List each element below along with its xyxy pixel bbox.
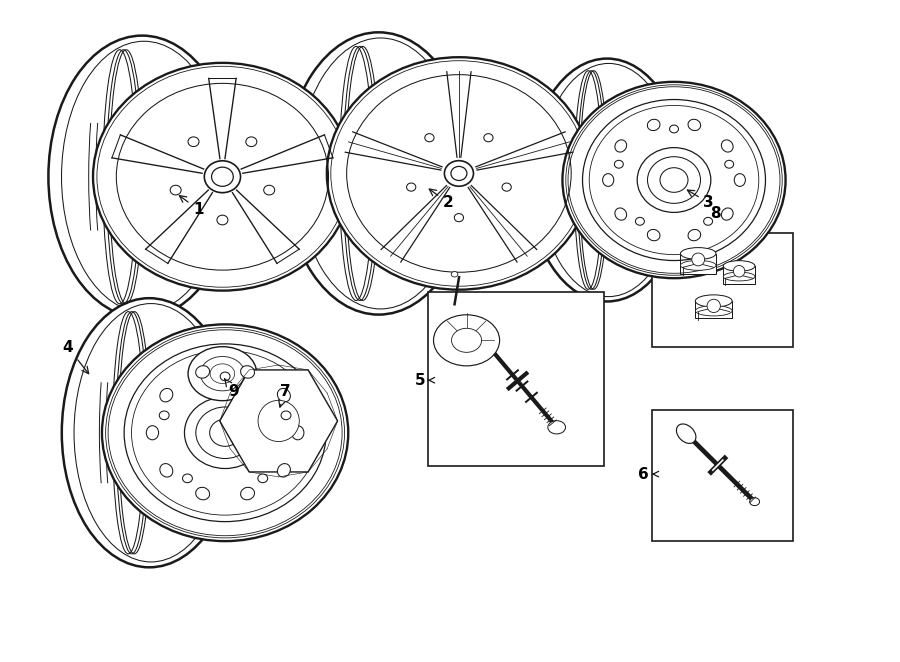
Bar: [696, 301, 732, 318]
Ellipse shape: [102, 324, 348, 541]
Ellipse shape: [188, 347, 256, 401]
Ellipse shape: [688, 230, 701, 241]
Ellipse shape: [724, 160, 733, 168]
Text: 1: 1: [179, 196, 203, 217]
Text: 3: 3: [688, 190, 714, 211]
Ellipse shape: [281, 411, 291, 420]
Ellipse shape: [528, 58, 686, 301]
Text: 8: 8: [710, 206, 720, 220]
Ellipse shape: [637, 148, 711, 213]
Ellipse shape: [240, 487, 255, 500]
Ellipse shape: [734, 265, 745, 277]
Bar: [724, 266, 755, 285]
Ellipse shape: [285, 32, 472, 314]
Ellipse shape: [258, 401, 300, 442]
Ellipse shape: [74, 304, 228, 562]
Ellipse shape: [93, 63, 352, 291]
Ellipse shape: [277, 389, 291, 402]
Ellipse shape: [170, 185, 181, 195]
Ellipse shape: [188, 137, 199, 146]
Ellipse shape: [734, 173, 745, 187]
Ellipse shape: [160, 389, 173, 402]
Bar: [652, 410, 793, 541]
Ellipse shape: [451, 271, 458, 277]
Text: 7: 7: [279, 384, 290, 407]
Ellipse shape: [327, 57, 591, 290]
Ellipse shape: [562, 82, 786, 278]
Ellipse shape: [647, 157, 700, 203]
Ellipse shape: [445, 161, 473, 186]
Ellipse shape: [159, 411, 169, 420]
Ellipse shape: [240, 365, 255, 378]
Ellipse shape: [660, 167, 688, 193]
Ellipse shape: [615, 160, 624, 168]
Ellipse shape: [160, 463, 173, 477]
Text: 2: 2: [429, 189, 454, 211]
Ellipse shape: [688, 119, 701, 130]
Ellipse shape: [220, 372, 230, 381]
Ellipse shape: [670, 125, 679, 133]
Ellipse shape: [61, 41, 227, 312]
Ellipse shape: [62, 298, 237, 567]
Ellipse shape: [724, 272, 755, 281]
Ellipse shape: [246, 137, 256, 146]
Ellipse shape: [451, 166, 467, 181]
Ellipse shape: [603, 173, 614, 187]
Ellipse shape: [49, 36, 236, 318]
Ellipse shape: [292, 426, 304, 440]
Ellipse shape: [212, 167, 233, 186]
Ellipse shape: [680, 248, 716, 260]
Ellipse shape: [204, 161, 240, 193]
Bar: [428, 292, 605, 465]
Ellipse shape: [452, 328, 482, 352]
Ellipse shape: [722, 208, 734, 220]
Ellipse shape: [724, 261, 755, 271]
Ellipse shape: [647, 230, 660, 241]
Ellipse shape: [692, 253, 705, 266]
Ellipse shape: [677, 424, 696, 444]
Ellipse shape: [298, 38, 463, 309]
Ellipse shape: [277, 463, 291, 477]
Text: 9: 9: [225, 379, 239, 399]
Ellipse shape: [407, 183, 416, 191]
Ellipse shape: [635, 217, 644, 225]
Ellipse shape: [704, 217, 713, 225]
Ellipse shape: [696, 306, 732, 316]
Ellipse shape: [264, 185, 274, 195]
Ellipse shape: [196, 407, 255, 459]
Ellipse shape: [195, 365, 210, 378]
Text: 4: 4: [63, 340, 89, 373]
Ellipse shape: [680, 260, 716, 270]
Bar: [680, 254, 716, 274]
Ellipse shape: [539, 64, 678, 297]
Ellipse shape: [707, 299, 720, 312]
Text: 5: 5: [415, 373, 426, 388]
Ellipse shape: [195, 487, 210, 500]
Ellipse shape: [502, 183, 511, 191]
Ellipse shape: [434, 315, 500, 366]
Ellipse shape: [484, 134, 493, 142]
Ellipse shape: [615, 208, 626, 220]
Ellipse shape: [147, 426, 158, 440]
Ellipse shape: [454, 214, 464, 222]
Ellipse shape: [217, 215, 228, 225]
Text: 6: 6: [638, 467, 649, 481]
Ellipse shape: [696, 295, 732, 307]
Ellipse shape: [425, 134, 434, 142]
Ellipse shape: [548, 420, 565, 434]
Ellipse shape: [615, 140, 626, 152]
Ellipse shape: [210, 419, 240, 446]
Bar: [652, 232, 793, 348]
Ellipse shape: [183, 474, 193, 483]
Ellipse shape: [750, 498, 760, 506]
Ellipse shape: [722, 140, 734, 152]
Ellipse shape: [647, 119, 660, 130]
Ellipse shape: [184, 397, 266, 469]
Ellipse shape: [257, 474, 267, 483]
